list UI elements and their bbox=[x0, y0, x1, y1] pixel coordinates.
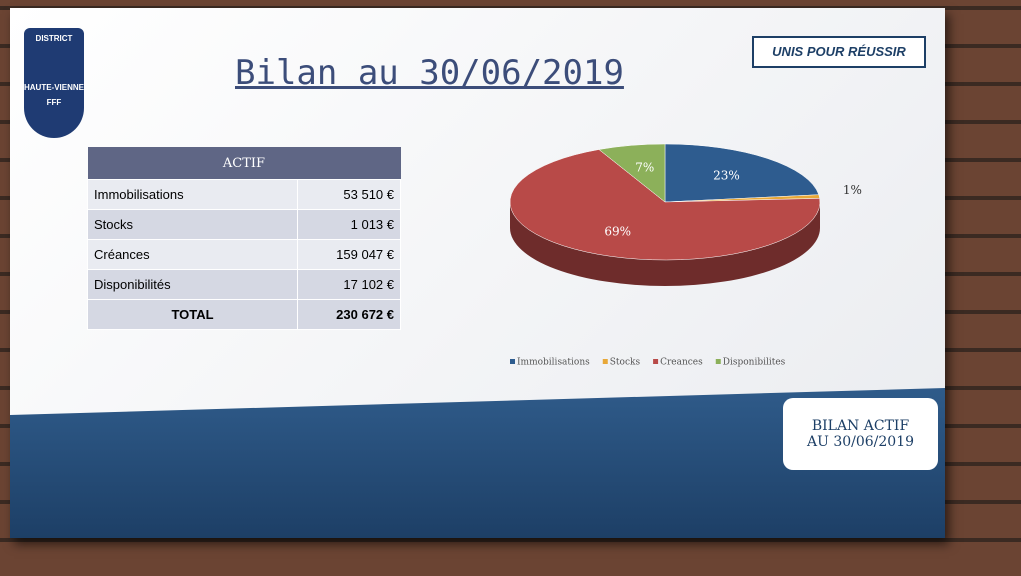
cell: 230 672 € bbox=[297, 299, 401, 330]
data-label: 23% bbox=[713, 168, 740, 182]
table-header: ACTIF bbox=[87, 147, 401, 180]
data-label: 1% bbox=[843, 183, 862, 197]
cell: TOTAL bbox=[87, 299, 298, 330]
slide: DISTRICT HAUTE-VIENNE FFF Bilan au 30/06… bbox=[10, 8, 945, 538]
legend-swatch bbox=[510, 359, 515, 364]
legend-label: Creances bbox=[660, 358, 703, 368]
cell: Disponibilités bbox=[87, 269, 298, 300]
logo-bottom: HAUTE-VIENNE bbox=[24, 83, 85, 92]
table: ACTIF Immobilisations 53 510 € Stocks 1 01… bbox=[87, 147, 401, 330]
legend-swatch bbox=[715, 359, 721, 364]
cell: 17 102 € bbox=[297, 269, 401, 300]
logo-top: DISTRICT bbox=[35, 34, 73, 43]
badge-line: AU 30/06/2019 bbox=[806, 434, 915, 450]
title: Bilan au 30/06/2019 bbox=[235, 53, 624, 93]
data-label: 7% bbox=[635, 161, 654, 175]
pie-slice bbox=[598, 143, 666, 203]
cell: 1 013 € bbox=[297, 209, 401, 240]
legend-label: Disponibilites bbox=[723, 358, 786, 368]
logo: DISTRICT HAUTE-VIENNE FFF bbox=[24, 28, 84, 138]
legend-label: Stocks bbox=[610, 358, 641, 368]
cell: Immobilisations bbox=[87, 179, 298, 210]
data-label: 69% bbox=[604, 224, 631, 238]
pie-slice bbox=[509, 149, 821, 261]
cell: Créances bbox=[87, 239, 298, 270]
badge-line: BILAN ACTIF bbox=[811, 418, 910, 434]
pie-side bbox=[510, 202, 820, 286]
badge: BILAN ACTIF AU 30/06/2019 bbox=[783, 398, 938, 470]
cell: 53 510 € bbox=[297, 179, 401, 210]
legend-swatch bbox=[653, 359, 659, 364]
legend-label: Immobilisations bbox=[517, 358, 590, 368]
pie-slice bbox=[664, 143, 820, 203]
cell: Stocks bbox=[87, 209, 298, 240]
legend-swatch bbox=[602, 359, 608, 364]
slogan: UNIS POUR RÉUSSIR bbox=[752, 36, 926, 68]
logo-fff: FFF bbox=[46, 98, 62, 107]
